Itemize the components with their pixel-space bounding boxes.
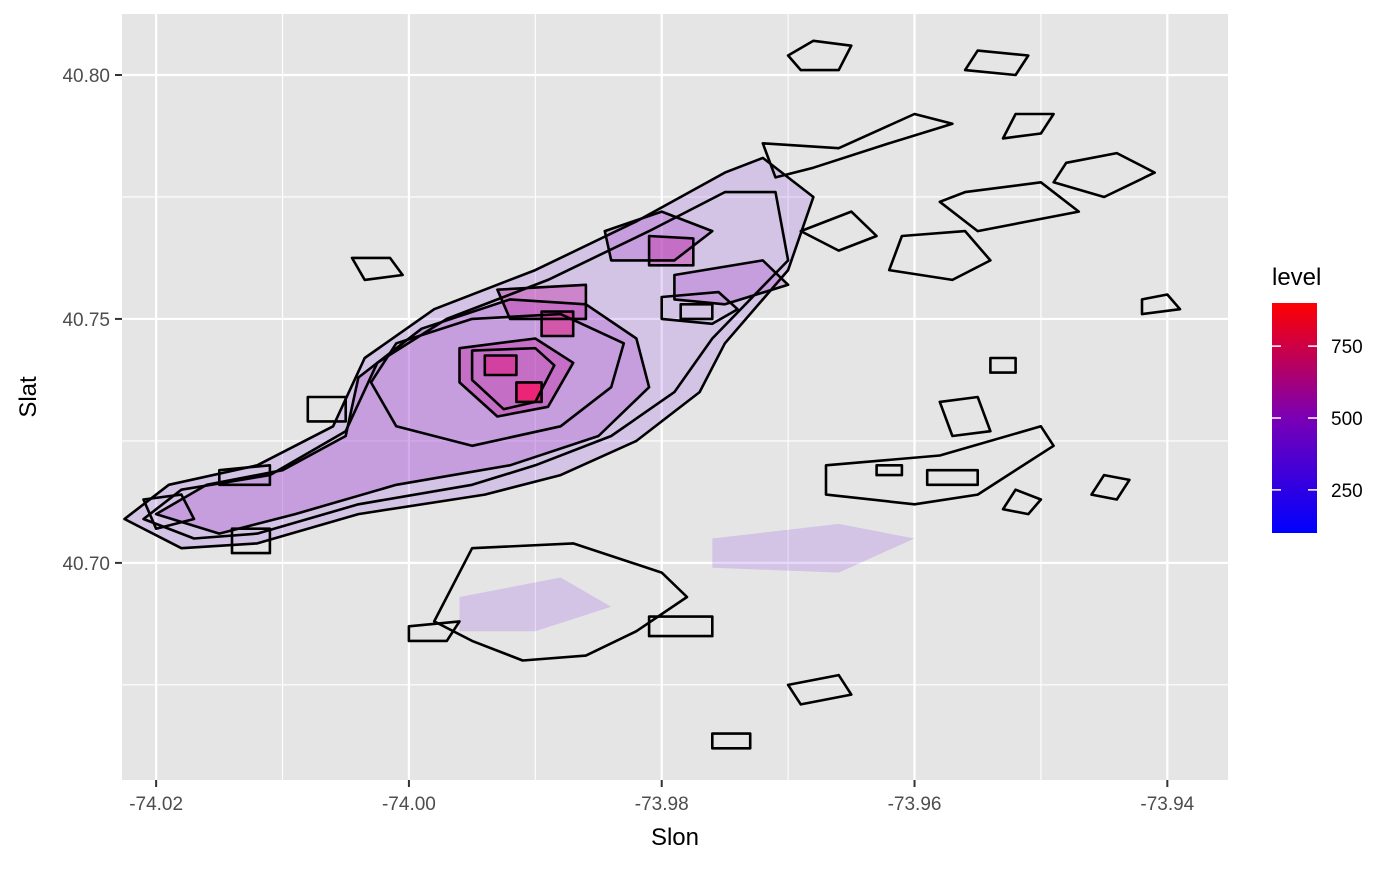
contour-line	[483, 354, 518, 377]
x-tick-label: -73.96	[888, 794, 942, 815]
contour-line	[647, 234, 695, 267]
legend-ticks: 250 500 750	[1272, 337, 1363, 502]
legend-tick-label: 750	[1331, 337, 1363, 358]
legend: level 250 500 750	[1272, 264, 1363, 533]
contour-line	[786, 39, 853, 72]
contour-line	[1052, 151, 1156, 199]
x-tick-label: -73.98	[635, 794, 689, 815]
contour-line	[786, 673, 853, 706]
contour-line	[673, 259, 790, 306]
contour-line	[142, 493, 196, 531]
contour-line	[938, 181, 1081, 233]
contour-line	[350, 256, 404, 282]
contour-line	[407, 620, 461, 643]
plot-panel	[122, 14, 1228, 780]
contour-line	[154, 298, 651, 535]
x-axis: -74.02 -74.00 -73.98 -73.96 -73.94	[129, 780, 1195, 815]
contour-line	[515, 381, 543, 404]
contour-line	[679, 302, 714, 321]
contour-line	[458, 337, 575, 418]
contour-line	[1001, 112, 1055, 140]
contour-line	[925, 468, 980, 487]
y-tick-label: 40.75	[62, 310, 110, 331]
y-axis-title: Slat	[15, 376, 42, 418]
contour-line	[1090, 473, 1131, 501]
density-region	[484, 355, 517, 375]
contour-line	[540, 310, 575, 338]
contour-line	[824, 424, 1055, 506]
x-tick-label: -73.94	[1140, 794, 1194, 815]
contour-line	[887, 229, 992, 282]
contour-line	[123, 156, 815, 550]
legend-tick-label: 250	[1331, 481, 1363, 502]
density-region	[649, 236, 694, 266]
y-tick-label: 40.70	[62, 554, 110, 575]
contour-line	[230, 527, 272, 555]
contour-line	[496, 283, 588, 321]
y-axis: 40.70 40.75 40.80	[62, 66, 122, 575]
density-region	[156, 299, 650, 534]
contour-line	[963, 49, 1030, 77]
legend-tick-label: 500	[1331, 409, 1363, 430]
y-tick-label: 40.80	[62, 66, 110, 87]
contour-line	[1001, 488, 1043, 516]
density-region	[459, 577, 612, 632]
contour-line	[1140, 293, 1182, 316]
contour-line	[710, 732, 752, 750]
contour-lines	[123, 39, 1182, 750]
x-tick-label: -74.00	[382, 794, 436, 815]
contour-line	[647, 615, 714, 638]
density-region	[516, 382, 542, 402]
density-region	[712, 523, 915, 573]
contour-line	[938, 395, 992, 438]
x-tick-label: -74.02	[129, 794, 183, 815]
contour-line	[660, 290, 739, 326]
contour-line	[989, 356, 1017, 374]
contour-line	[369, 312, 626, 448]
contour-line	[799, 210, 878, 252]
contour-line	[875, 463, 904, 477]
contour-line	[761, 112, 954, 179]
x-axis-title: Slon	[651, 824, 699, 851]
density-region	[124, 157, 814, 549]
contour-line	[306, 395, 348, 423]
contour-line	[218, 463, 272, 487]
legend-title: level	[1272, 264, 1321, 291]
contour-line	[142, 190, 790, 540]
